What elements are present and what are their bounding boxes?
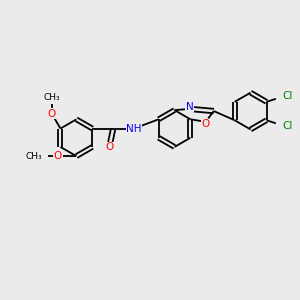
Text: O: O: [105, 142, 114, 152]
Text: Cl: Cl: [282, 92, 292, 101]
Text: O: O: [54, 151, 62, 161]
Text: CH₃: CH₃: [44, 93, 60, 102]
Text: NH: NH: [126, 124, 142, 134]
Text: N: N: [186, 102, 194, 112]
Text: O: O: [202, 119, 210, 129]
Text: CH₃: CH₃: [26, 152, 42, 160]
Text: Cl: Cl: [282, 121, 292, 130]
Text: O: O: [48, 109, 56, 119]
